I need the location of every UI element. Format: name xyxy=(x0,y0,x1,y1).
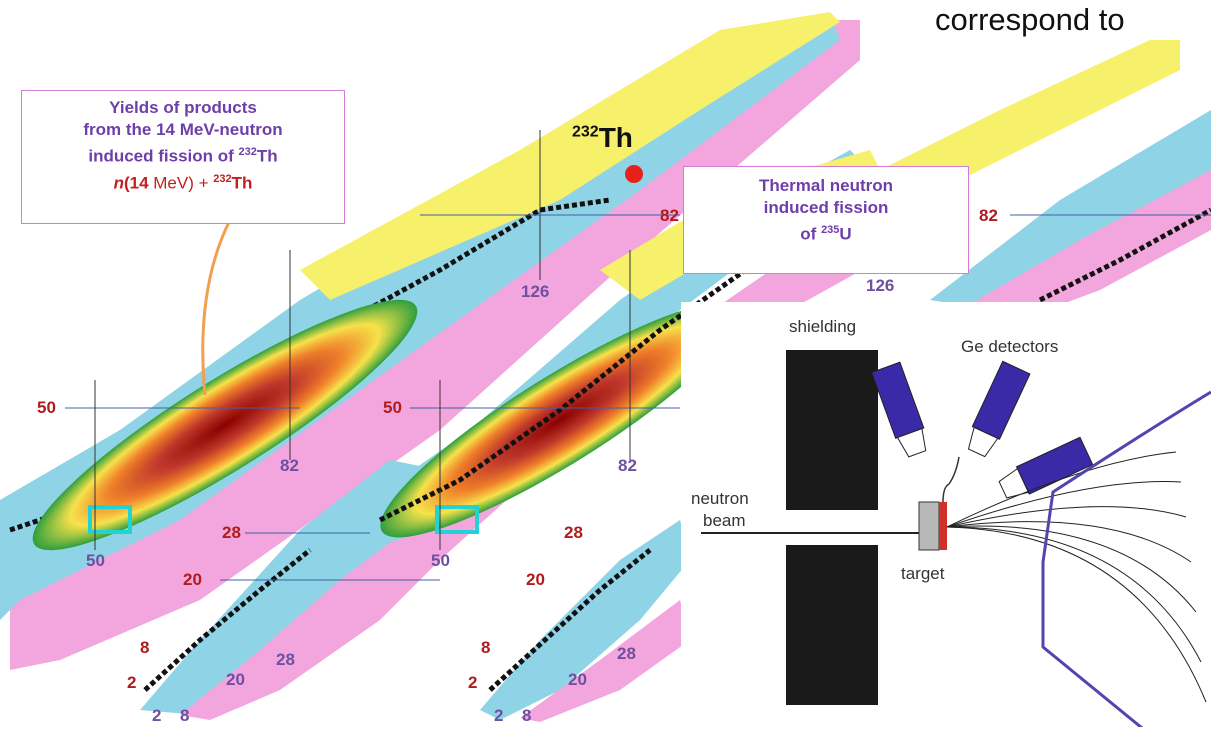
magic-28-left: 28 xyxy=(222,523,241,542)
th232-label-sup: 232 xyxy=(572,123,599,141)
formula-mev: MeV) + xyxy=(148,173,214,193)
stability-line-right xyxy=(1038,207,1211,303)
formula-sup: 232 xyxy=(213,172,232,185)
formula-n: n xyxy=(113,173,124,193)
neutron-label: neutron xyxy=(691,489,749,508)
nuclide-chart-right xyxy=(880,40,1211,320)
target-holder xyxy=(918,501,940,551)
band-alpha-right xyxy=(880,40,1180,200)
callout-14mev-line3-sup: 232 xyxy=(238,146,257,158)
band-beta-minus-right xyxy=(930,110,1211,310)
magic-2-mid-bottom: 2 xyxy=(494,706,504,725)
magic-28-mid: 28 xyxy=(564,523,583,542)
magic-20-mid-bottom: 20 xyxy=(568,670,587,689)
magic-82-mid-bottom: 82 xyxy=(618,456,637,475)
callout-thermal-line3-text: of xyxy=(800,224,822,244)
target-label: target xyxy=(901,564,945,583)
shielding-block-bottom xyxy=(786,545,878,705)
magic-28-left-bottom: 28 xyxy=(276,650,295,669)
band-beta-plus-right xyxy=(960,170,1211,320)
experimental-setup-panel: shielding Ge detectors neutron beam targ… xyxy=(681,302,1211,732)
callout-14mev-line1: Yields of products xyxy=(109,98,257,117)
target-foil xyxy=(939,502,947,550)
yield-region-left xyxy=(32,299,418,551)
band-light-mid-pink xyxy=(520,600,690,722)
callout-14mev-line2: from the 14 MeV-neutron xyxy=(83,120,283,139)
shielding-block-top xyxy=(786,350,878,510)
stability-light-left xyxy=(143,548,312,692)
yield-region-mid xyxy=(380,302,740,538)
spectrometer-outline xyxy=(1041,390,1211,732)
magic-8-left-bottom: 8 xyxy=(180,706,190,725)
shielding-label: shielding xyxy=(789,317,857,336)
callout-thermal-line1: Thermal neutron xyxy=(758,176,894,195)
ge-detector-1 xyxy=(871,361,927,458)
callout-14mev-line3-elem: Th xyxy=(256,146,278,166)
band-light-mid xyxy=(480,520,690,720)
magic-2-mid: 2 xyxy=(468,673,478,692)
highlight-box-mid xyxy=(435,505,479,534)
magic-126-left: 126 xyxy=(521,282,550,301)
magic-50-mid: 50 xyxy=(383,398,402,417)
callout-thermal-line3-sup: 235 xyxy=(821,224,840,236)
detector-cable xyxy=(942,456,960,503)
highlight-box-left xyxy=(88,505,132,534)
callout-14mev-formula: n(14 MeV) + 232Th xyxy=(22,168,344,195)
magic-82-mid-top: 82 xyxy=(660,206,679,225)
magic-2-left-bottom: 2 xyxy=(152,706,162,725)
magic-20-left: 20 xyxy=(183,570,202,589)
ge-detector-3 xyxy=(998,436,1094,499)
formula-energy: (14 xyxy=(123,173,149,193)
th232-label: 232Th xyxy=(572,122,633,154)
magic-20-mid: 20 xyxy=(526,570,545,589)
callout-thermal-line2: induced fission xyxy=(763,198,889,217)
magic-50-left: 50 xyxy=(37,398,56,417)
callout-thermal-line3-elem: U xyxy=(839,224,852,244)
callout-arrow xyxy=(201,219,232,396)
th232-label-text: Th xyxy=(598,122,633,153)
beam-label: beam xyxy=(703,511,746,530)
callout-14mev: Yields of products from the 14 MeV-neutr… xyxy=(21,90,345,224)
magic-28-mid-bottom: 28 xyxy=(617,644,636,663)
callout-14mev-line3-text: induced fission of xyxy=(88,146,239,166)
fragment-trajectories xyxy=(946,451,1207,703)
magic-8-mid-bottom: 8 xyxy=(522,706,532,725)
slide-heading: correspond to xyxy=(935,2,1125,37)
magic-8-left: 8 xyxy=(140,638,150,657)
magic-82-right-top: 82 xyxy=(979,206,998,225)
magic-20-left-bottom: 20 xyxy=(226,670,245,689)
magic-50-mid-bottom: 50 xyxy=(431,551,450,570)
nuclide-chart-mid-light xyxy=(480,520,690,722)
band-alpha-left xyxy=(300,12,840,300)
callout-14mev-line3: induced fission of 232Th xyxy=(22,141,344,168)
magic-50-left-bottom: 50 xyxy=(86,551,105,570)
setup-drawing xyxy=(701,350,1211,732)
callout-thermal-line3: of 235U xyxy=(684,219,968,246)
stability-light-mid xyxy=(488,548,652,692)
magic-126-mid: 126 xyxy=(866,276,895,295)
magic-8-mid: 8 xyxy=(481,638,491,657)
band-light-left-pink xyxy=(180,520,440,720)
ge-detector-2 xyxy=(967,360,1031,458)
ge-detectors-label: Ge detectors xyxy=(961,337,1059,356)
magic-2-left: 2 xyxy=(127,673,137,692)
band-light-left xyxy=(140,460,440,715)
callout-thermal: Thermal neutron induced fission of 235U xyxy=(683,166,969,274)
th232-marker xyxy=(625,165,643,183)
formula-th: Th xyxy=(231,173,253,193)
magic-82-left-bottom: 82 xyxy=(280,456,299,475)
